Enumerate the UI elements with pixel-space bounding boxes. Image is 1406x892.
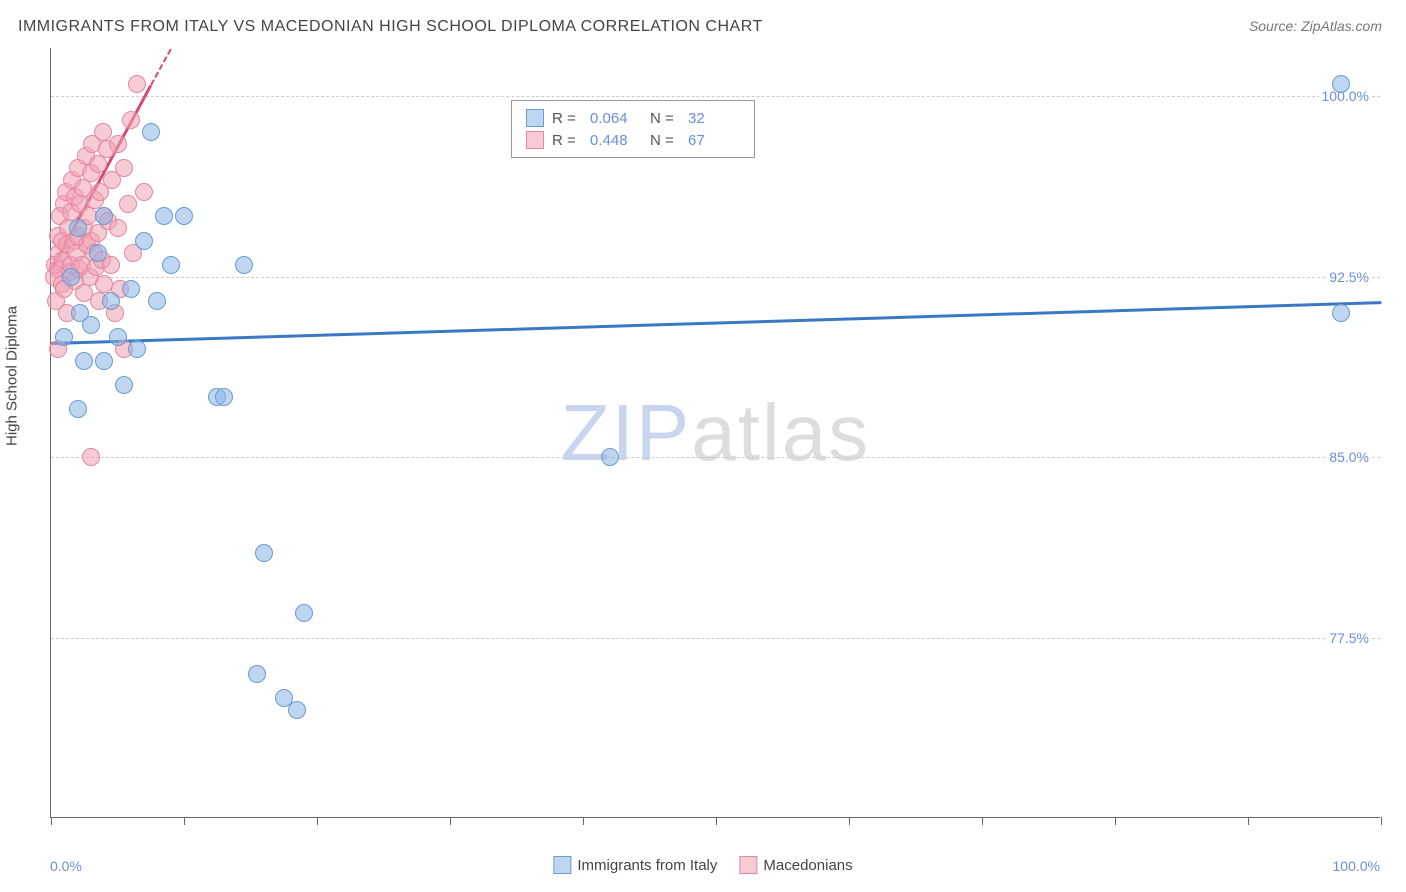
x-tick: [849, 817, 850, 825]
scatter-point-b: [135, 183, 153, 201]
scatter-point-a: [122, 280, 140, 298]
scatter-point-a: [155, 207, 173, 225]
scatter-point-a: [75, 352, 93, 370]
source-label: Source:: [1249, 18, 1301, 34]
scatter-point-a: [55, 328, 73, 346]
x-axis-min-label: 0.0%: [50, 858, 82, 874]
scatter-point-a: [95, 352, 113, 370]
x-tick: [184, 817, 185, 825]
scatter-point-b: [122, 111, 140, 129]
scatter-point-a: [82, 316, 100, 334]
scatter-point-a: [128, 340, 146, 358]
scatter-point-a: [102, 292, 120, 310]
legend-correlation: R = 0.064 N = 32 R = 0.448 N = 67: [511, 100, 755, 158]
n-value-b: 67: [688, 132, 740, 149]
scatter-point-a: [135, 232, 153, 250]
x-tick: [317, 817, 318, 825]
x-tick: [1248, 817, 1249, 825]
scatter-point-a: [1332, 75, 1350, 93]
x-tick: [51, 817, 52, 825]
x-tick: [450, 817, 451, 825]
scatter-point-a: [288, 701, 306, 719]
scatter-point-a: [69, 400, 87, 418]
scatter-point-b: [109, 135, 127, 153]
scatter-point-b: [115, 159, 133, 177]
trend-line: [51, 301, 1381, 344]
watermark-zip: ZIP: [561, 388, 691, 477]
grid-line: [51, 277, 1380, 278]
scatter-point-a: [235, 256, 253, 274]
n-value-a: 32: [688, 110, 740, 127]
scatter-point-a: [69, 219, 87, 237]
plot-area: ZIPatlas R = 0.064 N = 32 R = 0.448 N = …: [50, 48, 1380, 818]
scatter-point-b: [128, 75, 146, 93]
legend-swatch-b: [526, 131, 544, 149]
grid-line: [51, 638, 1380, 639]
legend-swatch-a: [526, 109, 544, 127]
x-tick: [716, 817, 717, 825]
scatter-point-b: [109, 219, 127, 237]
n-label-b: N =: [650, 132, 680, 149]
r-value-b: 0.448: [590, 132, 642, 149]
watermark-atlas: atlas: [691, 388, 870, 477]
scatter-point-a: [162, 256, 180, 274]
y-tick-label: 85.0%: [1326, 449, 1372, 465]
chart-title: IMMIGRANTS FROM ITALY VS MACEDONIAN HIGH…: [18, 18, 763, 36]
y-tick-label: 77.5%: [1326, 630, 1372, 646]
legend-row-b: R = 0.448 N = 67: [526, 129, 740, 151]
legend-label-a: Immigrants from Italy: [577, 857, 717, 874]
scatter-point-b: [119, 195, 137, 213]
trend-line-dashed: [150, 49, 172, 86]
legend-row-a: R = 0.064 N = 32: [526, 107, 740, 129]
grid-line: [51, 457, 1380, 458]
legend-swatch-a-icon: [553, 856, 571, 874]
scatter-point-a: [115, 376, 133, 394]
scatter-point-a: [215, 388, 233, 406]
y-axis-title: High School Diploma: [4, 306, 21, 446]
source-attribution: Source: ZipAtlas.com: [1249, 18, 1382, 34]
chart-container: IMMIGRANTS FROM ITALY VS MACEDONIAN HIGH…: [0, 0, 1406, 892]
scatter-point-a: [62, 268, 80, 286]
x-axis-max-label: 100.0%: [1333, 858, 1380, 874]
x-tick: [583, 817, 584, 825]
scatter-point-a: [148, 292, 166, 310]
scatter-point-b: [82, 448, 100, 466]
grid-line: [51, 96, 1380, 97]
legend-series: Immigrants from Italy Macedonians: [553, 856, 852, 874]
legend-item-b: Macedonians: [739, 856, 852, 874]
scatter-point-a: [601, 448, 619, 466]
r-label-b: R =: [552, 132, 582, 149]
n-label-a: N =: [650, 110, 680, 127]
scatter-point-a: [95, 207, 113, 225]
scatter-point-a: [109, 328, 127, 346]
x-tick: [982, 817, 983, 825]
scatter-point-a: [255, 544, 273, 562]
scatter-point-a: [248, 665, 266, 683]
scatter-point-b: [102, 256, 120, 274]
scatter-point-a: [142, 123, 160, 141]
scatter-point-a: [295, 604, 313, 622]
legend-item-a: Immigrants from Italy: [553, 856, 717, 874]
x-tick: [1381, 817, 1382, 825]
r-value-a: 0.064: [590, 110, 642, 127]
y-tick-label: 92.5%: [1326, 269, 1372, 285]
scatter-point-a: [1332, 304, 1350, 322]
r-label-a: R =: [552, 110, 582, 127]
source-value: ZipAtlas.com: [1301, 18, 1382, 34]
legend-swatch-b-icon: [739, 856, 757, 874]
scatter-point-a: [175, 207, 193, 225]
scatter-point-a: [89, 244, 107, 262]
legend-label-b: Macedonians: [763, 857, 852, 874]
x-tick: [1115, 817, 1116, 825]
